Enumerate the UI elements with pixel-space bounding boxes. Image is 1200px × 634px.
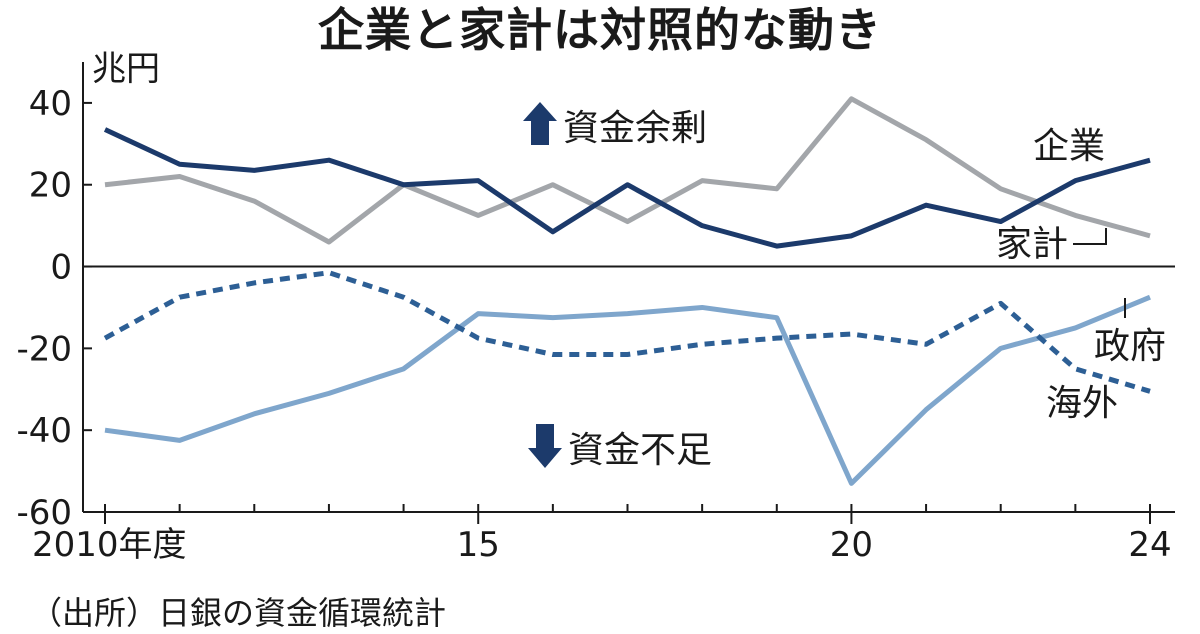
y-tick-label: 0 [50,248,72,288]
arrow-up-icon [523,102,557,145]
deficit-annotation: 資金不足 [528,424,712,471]
y-tick-label: -40 [16,411,72,451]
series-line-kaigai [105,273,1150,392]
surplus-annotation: 資金余剰 [523,102,707,149]
x-tick-label: 15 [457,525,500,565]
source-note: （出所）日銀の資金循環統計 [30,588,446,634]
deficit-label: 資金不足 [568,430,712,471]
series-label-kaigai: 海外 [1046,383,1118,424]
surplus-label: 資金余剰 [563,108,707,149]
x-ticks: 2010年度 15 20 24 [32,504,1172,565]
arrow-down-icon [528,424,562,468]
series-label-kigyo: 企業 [1033,126,1105,167]
y-tick-label: 20 [29,166,72,206]
y-tick-label: 40 [29,84,72,124]
x-tick-label: 2010年度 [32,525,187,565]
series-label-kakei: 家計 [996,224,1068,265]
unit-label: 兆円 [92,49,160,89]
x-tick-label: 24 [1128,525,1171,565]
y-tick-label: -20 [16,329,72,369]
kakei-leader-line [1073,228,1106,244]
series-layer [105,99,1150,484]
series-label-seifu: 政府 [1094,326,1166,367]
x-tick-label: 20 [830,525,873,565]
